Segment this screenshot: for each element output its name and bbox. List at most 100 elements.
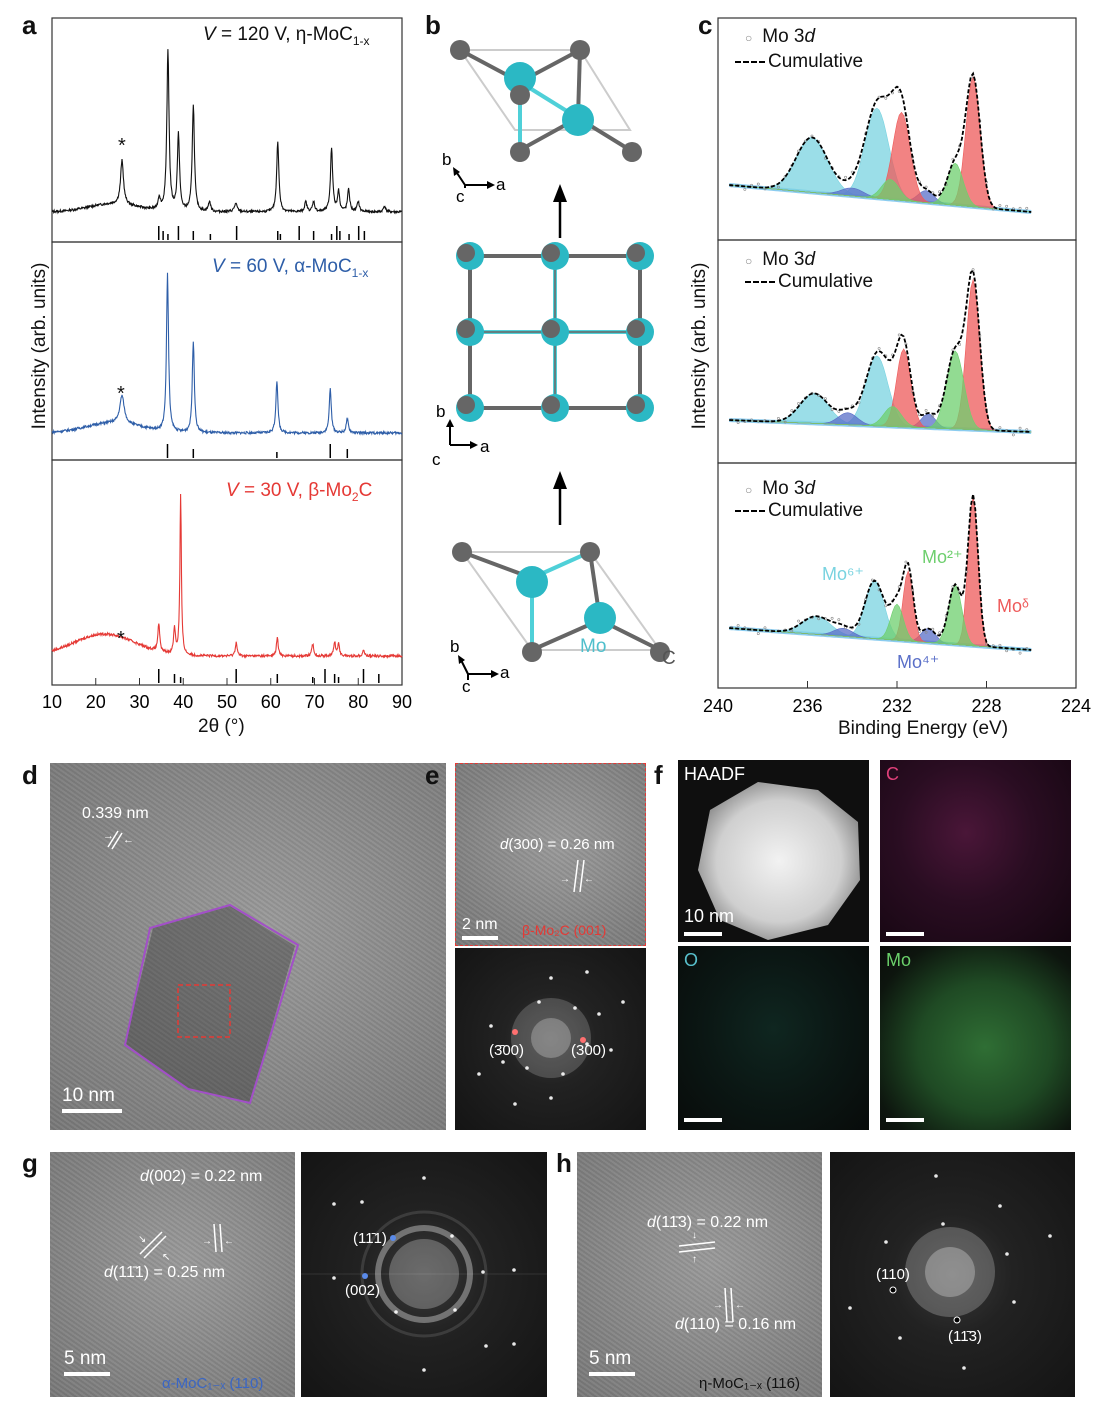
diffraction-spot [450,1234,454,1238]
axis-c-label: c [456,187,465,206]
scale-bar [64,1372,110,1376]
xps-data-point [897,333,901,337]
panel-a-xlabel: 2θ (°) [198,716,245,737]
xps-data-point [1018,651,1022,655]
svg-text:→: → [713,1300,723,1311]
diffraction-spot [998,1204,1002,1208]
c-atom-label: C [662,648,676,669]
fft-spot-111 [390,1235,396,1241]
x-tick-label: 60 [261,692,281,712]
panel-c-xlabel: Binding Energy (eV) [838,718,1009,739]
x-tick-label: 80 [348,692,368,712]
axis-a-label: a [500,663,510,682]
diffraction-spot [1005,1252,1009,1256]
xps-data-point [817,617,821,621]
xps-data-point [917,630,921,633]
svg-text:→: → [103,830,114,842]
xps-data-point [824,397,827,401]
diffraction-spot [360,1200,364,1204]
diffraction-spot [422,1176,426,1180]
panel-a-star-2: * [117,383,125,405]
diffraction-spot [898,1336,902,1340]
svg-text:←: ← [735,1300,745,1311]
x-tick-label: 240 [703,696,733,716]
x-tick-label: 30 [129,692,149,712]
xps-data-point [777,416,780,420]
fft-spot-110 [889,1286,897,1294]
diffraction-spot [573,1006,577,1010]
particle-outline [123,903,300,1105]
xps-data-point [958,343,962,346]
diffraction-spot [934,1174,938,1178]
xps-data-point [877,95,881,99]
legend-data-label: Mo 3 [762,26,805,47]
diffraction-spot [561,1072,565,1076]
selected-region-box [177,984,231,1038]
scale-bar [62,1109,122,1113]
trace-label-text: = 120 V, η-MoC [215,24,353,45]
panel-c-legend-2: ○ Mo 3d [745,249,816,270]
diffraction-spot [489,1024,493,1028]
mo-atom-label: Mo [580,636,606,657]
axes-indicator-bottom: b c a [450,637,510,696]
legend-data-label: Mo 3 [762,249,805,270]
particle [698,782,860,940]
c-atom [542,320,560,338]
diffraction-spot [513,1102,517,1106]
voltage-symbol: V [226,480,239,501]
scale-bar [684,1118,722,1122]
xps-data-point [991,207,995,211]
axes-indicator-mid: b c a [432,402,490,469]
arrow-up-2 [553,471,567,525]
fft-image-e: (3̄00) (300) [455,948,646,1130]
xps-data-point [938,631,941,635]
xps-data-point [877,347,881,350]
scale-bar-label: 5 nm [64,1348,107,1369]
diffraction-spot [549,1096,553,1100]
diffraction-spot [848,1306,852,1310]
state-label-mo2: Mo²⁺ [922,547,963,567]
xps-data-point [750,183,753,187]
legend-data-italic: d [804,478,816,499]
x-tick-label: 50 [217,692,237,712]
d-spacing-label-002: d(002) = 0.22 nm [140,1168,263,1185]
panel-label-d: d [22,760,38,790]
eds-map-c: C [880,760,1071,942]
panel-label-a: a [22,10,37,40]
d-spacing-label-110: d(110) = 0.16 nm [675,1316,797,1333]
diffraction-spot [597,1012,601,1016]
fft-spot-002-label: (002) [345,1282,381,1299]
xps-data-point [938,190,941,194]
c-atom [627,396,645,414]
zone-axis-label: β-Mo₂C (001) [522,922,607,938]
hrtem-image-e: → ← d(300) = 0.26 nm 2 nm β-Mo₂C (001) [455,763,646,946]
xps-cumulative [729,268,1032,433]
haadf-image: HAADF 10 nm [678,760,869,942]
voltage-symbol: V [203,24,216,45]
panel-a-star-3: * [117,628,125,650]
xps-data-point [931,627,935,631]
zone-axis-label: η-MoC₁₋ₓ (116) [699,1375,800,1392]
c-atom [457,320,475,338]
panel-a-star-1: * [118,135,126,157]
xps-data-point [750,418,753,422]
xps-data-point [884,96,888,100]
scale-bar [886,932,924,936]
diffraction-spot [549,976,553,980]
panel-a-xrd-chart: 10 20 30 40 50 60 70 80 90 [42,17,412,712]
x-tick-label: 40 [173,692,193,712]
trace-label-suffix: C [358,480,373,501]
hrtem-image-h: ↓ ↑ → ← d(11̄3) = 0.22 nm d(110) = 0.16 … [577,1152,822,1397]
diffraction-spot [1012,1300,1016,1304]
fft-spot-110-label: (110) [876,1266,910,1283]
panel-c-legend-cum-1: Cumulative [735,51,863,73]
c-atom [542,396,560,414]
eds-map-mo: Mo [880,946,1071,1130]
xps-data-point [1025,647,1029,650]
xps-data-point [1018,426,1022,430]
xps-data-point [817,394,821,397]
xps-data-point [998,426,1002,430]
diffraction-spot [332,1276,336,1280]
x-tick-label: 224 [1061,696,1091,716]
xps-data-point [797,619,800,623]
